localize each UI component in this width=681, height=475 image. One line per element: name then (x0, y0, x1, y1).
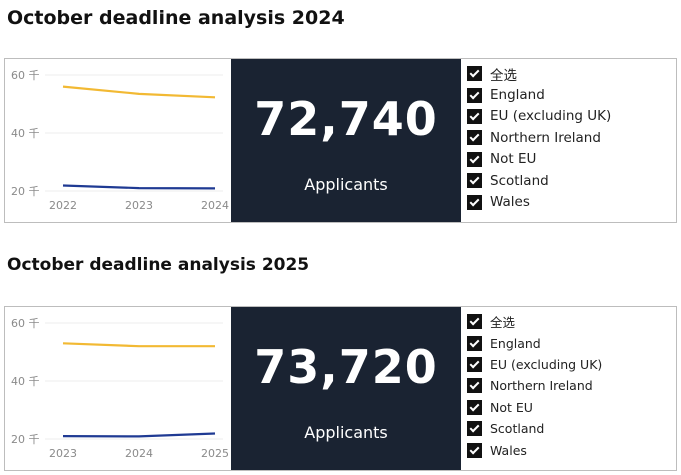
slicer-item-select-all[interactable]: 全选 (467, 63, 672, 84)
slicer-item-scotland[interactable]: Scotland (467, 170, 672, 191)
x-tick-label: 2024 (201, 199, 229, 212)
checkbox-checked-icon[interactable] (467, 173, 482, 189)
slicer-item-wales[interactable]: Wales (467, 439, 672, 460)
checkbox-checked-icon[interactable] (467, 399, 482, 415)
slicer-item-label: England (490, 335, 541, 351)
report-title-2025: October deadline analysis 2025 (7, 255, 310, 275)
report-title-2024: October deadline analysis 2024 (7, 7, 345, 29)
checkbox-checked-icon[interactable] (467, 87, 482, 103)
checkbox-checked-icon[interactable] (467, 442, 482, 458)
slicer-item-label: Not EU (490, 399, 533, 415)
checkbox-checked-icon[interactable] (467, 314, 482, 330)
checkbox-checked-icon[interactable] (467, 421, 482, 437)
slicer-item-label: Scotland (490, 172, 549, 189)
region-slicer-2025: 全选 England EU (excluding UK) Northern Ir… (467, 311, 672, 461)
slicer-item-label: Northern Ireland (490, 129, 601, 146)
checkbox-checked-icon[interactable] (467, 194, 482, 210)
series-line-2 (62, 432, 216, 438)
kpi-card-2024[interactable]: 72,740 Applicants (231, 59, 461, 222)
slicer-item-england[interactable]: England (467, 332, 672, 353)
slicer-item-label: Wales (490, 442, 527, 458)
slicer-item-label: Not EU (490, 151, 537, 168)
kpi-label: Applicants (304, 175, 388, 194)
slicer-item-wales[interactable]: Wales (467, 191, 672, 212)
kpi-label: Applicants (304, 423, 388, 442)
kpi-card-2025[interactable]: 73,720 Applicants (231, 307, 461, 470)
series-line-1 (62, 85, 216, 99)
slicer-item-label: Northern Ireland (490, 378, 593, 394)
series-line-2 (62, 184, 216, 190)
line-chart-svg: 60 千 40 千 20 千 2023 2024 2025 (11, 317, 229, 460)
y-tick-label: 40 千 (11, 127, 40, 140)
y-tick-label: 20 千 (11, 185, 40, 198)
report-panel-2024: 60 千 40 千 20 千 2022 2023 2024 72,740 Applican… (4, 58, 677, 223)
slicer-item-northern-ireland[interactable]: Northern Ireland (467, 375, 672, 396)
slicer-item-eu[interactable]: EU (excluding UK) (467, 106, 672, 127)
slicer-item-select-all[interactable]: 全选 (467, 311, 672, 332)
series-line-1 (62, 342, 215, 348)
y-tick-label: 60 千 (11, 317, 40, 330)
y-tick-label: 40 千 (11, 375, 40, 388)
kpi-value: 72,740 (254, 92, 438, 146)
kpi-value: 73,720 (254, 340, 438, 394)
x-tick-label: 2022 (49, 199, 77, 212)
checkbox-checked-icon[interactable] (467, 108, 482, 124)
checkbox-checked-icon[interactable] (467, 378, 482, 394)
checkbox-checked-icon[interactable] (467, 356, 482, 372)
line-chart-2024[interactable]: 60 千 40 千 20 千 2022 2023 2024 (5, 59, 230, 222)
line-chart-2025[interactable]: 60 千 40 千 20 千 2023 2024 2025 (5, 307, 230, 470)
region-slicer-2024: 全选 England EU (excluding UK) Northern Ir… (467, 63, 672, 213)
checkbox-checked-icon[interactable] (467, 151, 482, 167)
checkbox-checked-icon[interactable] (467, 130, 482, 146)
checkbox-checked-icon[interactable] (467, 66, 482, 82)
slicer-item-eu[interactable]: EU (excluding UK) (467, 354, 672, 375)
slicer-item-label: EU (excluding UK) (490, 108, 612, 125)
report-panel-2025: 60 千 40 千 20 千 2023 2024 2025 73,720 Applican… (4, 306, 677, 471)
slicer-item-label: 全选 (490, 315, 516, 331)
slicer-item-scotland[interactable]: Scotland (467, 418, 672, 439)
x-tick-label: 2025 (201, 447, 229, 460)
slicer-item-northern-ireland[interactable]: Northern Ireland (467, 127, 672, 148)
x-tick-label: 2023 (49, 447, 77, 460)
slicer-item-not-eu[interactable]: Not EU (467, 149, 672, 170)
line-chart-svg: 60 千 40 千 20 千 2022 2023 2024 (11, 69, 229, 212)
slicer-item-england[interactable]: England (467, 84, 672, 105)
slicer-item-not-eu[interactable]: Not EU (467, 397, 672, 418)
y-tick-label: 20 千 (11, 433, 40, 446)
checkbox-checked-icon[interactable] (467, 335, 482, 351)
y-tick-label: 60 千 (11, 69, 40, 82)
slicer-item-label: Wales (490, 194, 530, 211)
slicer-item-label: 全选 (490, 67, 517, 84)
x-tick-label: 2023 (125, 199, 153, 212)
slicer-item-label: EU (excluding UK) (490, 356, 603, 372)
slicer-item-label: England (490, 87, 545, 104)
slicer-item-label: Scotland (490, 421, 545, 437)
x-tick-label: 2024 (125, 447, 153, 460)
